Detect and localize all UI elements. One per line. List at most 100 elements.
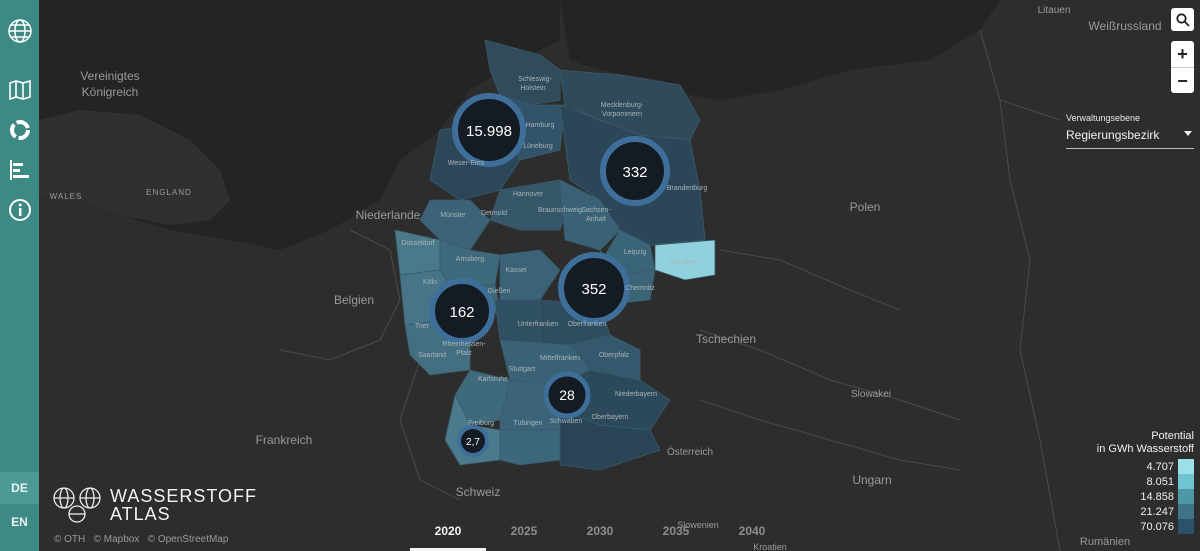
region-label: Mecklenburg- — [601, 102, 644, 109]
donut-chart-icon[interactable] — [4, 114, 35, 145]
attribution-oth-link[interactable]: © OTH — [54, 534, 86, 545]
region-label: Trier — [415, 323, 430, 330]
legend-item: 21.247 — [1064, 504, 1194, 519]
region-label: Pfalz — [456, 350, 472, 357]
cluster-label: 28 — [559, 387, 575, 403]
region-label: Niederbayern — [615, 391, 657, 398]
legend-item: 4.707 — [1064, 459, 1194, 474]
brand-logo: WASSERSTOFF ATLAS — [52, 486, 257, 524]
country-label: Frankreich — [256, 433, 313, 447]
country-label: Litauen — [1038, 5, 1071, 16]
region-label: Schwaben — [550, 418, 583, 425]
country-label: Weißrussland — [1088, 19, 1161, 33]
legend-item: 70.076 — [1064, 519, 1194, 534]
region-label: Oberfranken — [568, 321, 607, 328]
cluster-marker[interactable]: 15.998 — [452, 93, 526, 167]
cluster-marker[interactable]: 2,7 — [457, 425, 489, 457]
region-label: Stuttgart — [509, 366, 536, 373]
language-de-button[interactable]: DE — [0, 472, 39, 504]
country-label: WALES — [50, 192, 83, 201]
search-icon — [1175, 12, 1190, 27]
sidebar: DE EN — [0, 0, 39, 551]
attribution: © OTH © Mapbox © OpenStreetMap — [54, 534, 228, 545]
region-label: Lüneburg — [523, 143, 553, 150]
legend-item: 14.858 — [1064, 489, 1194, 504]
bar-chart-icon[interactable] — [4, 154, 35, 185]
region-label: Hannover — [513, 191, 544, 198]
cluster-label: 2,7 — [466, 437, 480, 448]
region-label: Anhalt — [586, 216, 606, 223]
info-icon[interactable] — [4, 194, 35, 225]
region-label: Schleswig- — [518, 76, 553, 83]
globe-logo-icon[interactable] — [4, 15, 35, 46]
region-label: Rheinhessen- — [442, 341, 486, 348]
admin-level-label: Verwaltungsebene — [1066, 113, 1141, 123]
language-en-button[interactable]: EN — [11, 515, 28, 529]
legend: Potential in GWh Wasserstoff 4.707 8.051… — [1064, 430, 1194, 534]
region-label: Gießen — [488, 288, 511, 295]
region-label: Chemnitz — [625, 285, 655, 292]
region-label: Vorpommern — [602, 111, 642, 118]
region-label: Dresden — [670, 259, 697, 266]
country-label: Rumänien — [1080, 536, 1130, 548]
country-label: Niederlande — [356, 208, 421, 222]
country-label: Kroatien — [753, 542, 787, 551]
region-label: Arnsberg — [456, 256, 485, 263]
country-label: Schweiz — [456, 485, 501, 499]
map-icon[interactable] — [4, 74, 35, 105]
admin-level-select[interactable]: Verwaltungsebene Regierungsbezirk — [1066, 113, 1194, 149]
region-label: Oberbayern — [592, 414, 629, 421]
region-label: Tübingen — [513, 420, 542, 427]
attribution-mapbox-link[interactable]: © Mapbox — [93, 534, 140, 545]
year-2030-tab[interactable]: 2030 — [586, 524, 614, 538]
country-label: ENGLAND — [146, 188, 192, 197]
region-label: Oberpfalz — [599, 352, 630, 359]
region-label: Karlsruhe — [478, 376, 508, 383]
cluster-label: 332 — [622, 164, 647, 181]
year-2025-tab[interactable]: 2025 — [510, 524, 538, 538]
region-label: Leipzig — [624, 249, 646, 256]
globe-logo-icon — [53, 487, 101, 523]
country-label: Ungarn — [852, 473, 891, 487]
year-2035-tab[interactable]: 2035 — [662, 524, 690, 538]
zoom-in-button[interactable]: + — [1171, 41, 1194, 68]
region-label: Brandenburg — [667, 185, 708, 192]
cluster-marker[interactable]: 162 — [429, 278, 495, 344]
cluster-label: 352 — [581, 281, 606, 298]
region-label: Kassel — [505, 267, 526, 274]
legend-title: Potential — [1151, 430, 1194, 442]
country-label: Slowenien — [677, 520, 719, 530]
region-label: Holstein — [520, 85, 545, 92]
region-label: Düsseldorf — [401, 240, 435, 247]
region-label: Weser-Ems — [448, 160, 485, 167]
chevron-down-icon — [1184, 131, 1192, 136]
admin-level-value[interactable]: Regierungsbezirk — [1066, 128, 1194, 149]
brand-name: WASSERSTOFF — [110, 486, 258, 506]
cluster-label: 15.998 — [466, 123, 512, 140]
zoom-out-button[interactable]: − — [1177, 70, 1188, 91]
region-label: Münster — [440, 212, 466, 219]
country-label: Slowakei — [851, 389, 891, 400]
cluster-marker[interactable]: 28 — [543, 371, 591, 419]
region-label: Köln — [423, 279, 437, 286]
region-label: Hamburg — [526, 122, 555, 129]
region-label: Mittelfranken — [540, 355, 580, 362]
cluster-marker[interactable]: 332 — [600, 136, 670, 206]
legend-item: 8.051 — [1064, 474, 1194, 489]
country-label: Österreich — [667, 446, 713, 458]
region-label: Detmold — [481, 210, 507, 217]
country-label: Königreich — [82, 85, 139, 99]
search-button[interactable] — [1171, 8, 1194, 31]
brand-subname: ATLAS — [110, 504, 171, 524]
cluster-marker[interactable]: 352 — [558, 252, 630, 324]
year-2020-tab[interactable]: 2020 — [410, 524, 486, 551]
region-label: Freiburg — [468, 420, 494, 427]
attribution-osm-link[interactable]: © OpenStreetMap — [147, 534, 229, 545]
country-label: Tschechien — [696, 332, 756, 346]
region-label: Unterfranken — [518, 321, 559, 328]
zoom-control: + − — [1171, 41, 1194, 93]
country-label: Belgien — [334, 293, 374, 307]
year-timeline: 2020 2025 2030 2035 2040 — [410, 524, 790, 551]
year-2040-tab[interactable]: 2040 — [738, 524, 766, 538]
